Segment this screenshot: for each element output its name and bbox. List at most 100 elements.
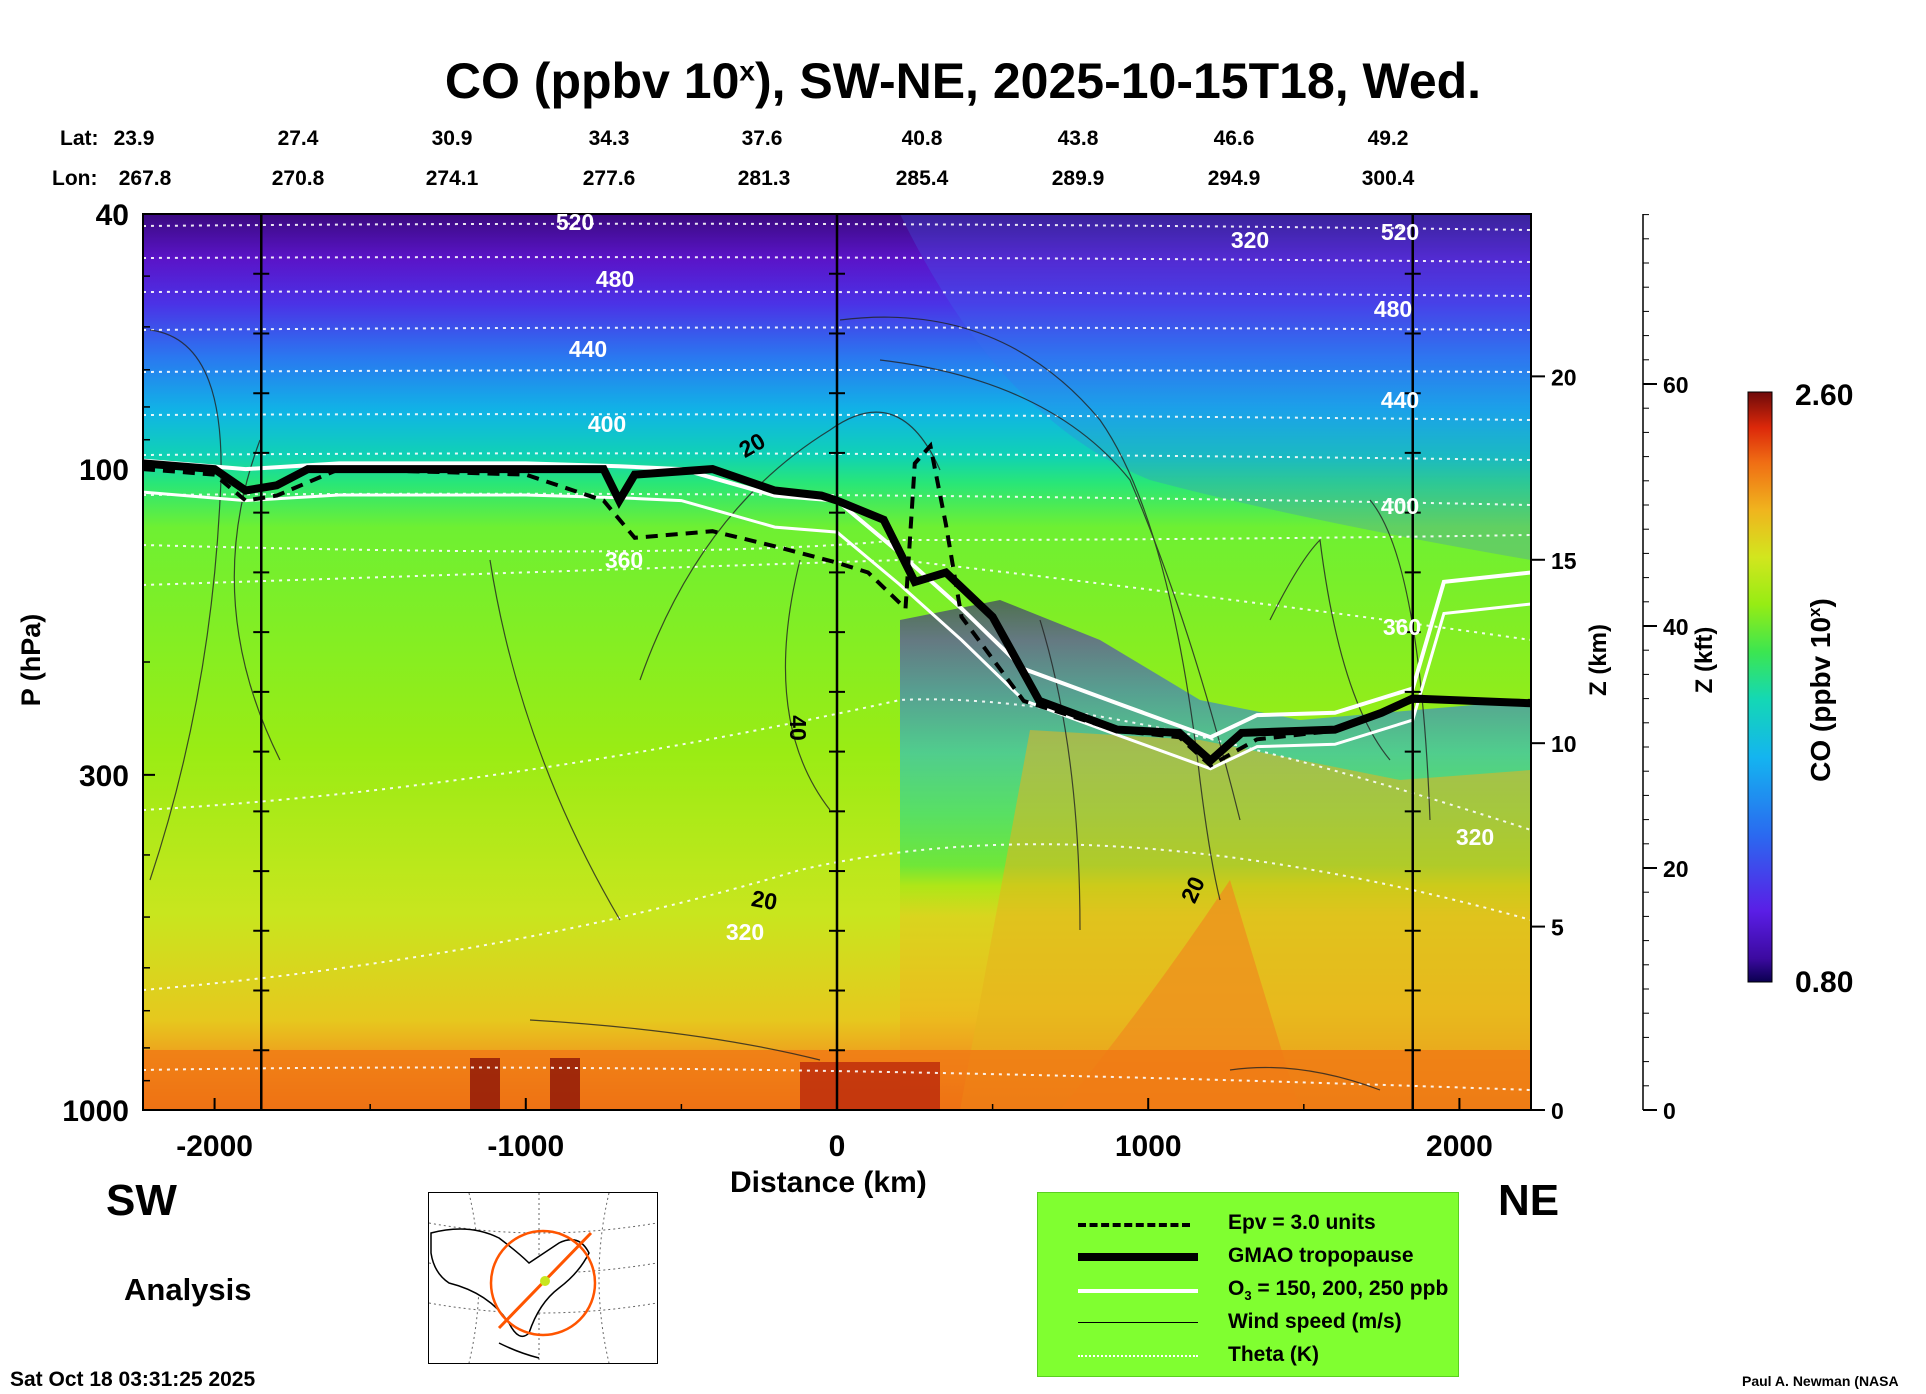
wind-label: 40 bbox=[785, 715, 811, 741]
lon-value: 267.8 bbox=[118, 167, 172, 190]
co-hotspot bbox=[550, 1058, 580, 1110]
z-kft-tick-label: 40 bbox=[1663, 614, 1689, 640]
colorbar-label: CO (ppbv 10x) bbox=[1805, 598, 1836, 782]
vertical-markers bbox=[253, 214, 1421, 1110]
lat-value: 34.3 bbox=[588, 127, 630, 150]
lat-value: 37.6 bbox=[741, 127, 783, 150]
legend-wind: Wind speed (m/s) bbox=[1038, 1306, 1458, 1339]
theta-label: 400 bbox=[1381, 493, 1419, 519]
lat-value: 46.6 bbox=[1213, 127, 1255, 150]
lat-value: 40.8 bbox=[901, 127, 943, 150]
lat-value: 27.4 bbox=[277, 127, 319, 150]
x-tick-label: 1000 bbox=[1115, 1130, 1182, 1163]
ne-end-label: NE bbox=[1498, 1176, 1560, 1225]
theta-label: 360 bbox=[1383, 614, 1421, 640]
theta-label: 360 bbox=[605, 547, 643, 573]
theta-label: 320 bbox=[726, 919, 764, 945]
minimap-range-circle bbox=[489, 1229, 597, 1337]
x-tick-label: 0 bbox=[829, 1130, 846, 1163]
z-kft-tick-label: 0 bbox=[1663, 1098, 1676, 1124]
legend-theta-text: Theta (K) bbox=[1228, 1343, 1319, 1366]
theta-label: 320 bbox=[1231, 227, 1269, 253]
lat-value: 23.9 bbox=[113, 127, 155, 150]
x-tick-label: -2000 bbox=[176, 1130, 253, 1163]
lon-label: Lon: bbox=[52, 167, 98, 190]
z-km-label: Z (km) bbox=[1585, 624, 1612, 696]
legend-epv: Epv = 3.0 units bbox=[1038, 1207, 1458, 1240]
lon-value: 294.9 bbox=[1207, 167, 1261, 190]
lat-label: Lat: bbox=[60, 127, 99, 150]
o3-contour bbox=[143, 490, 1531, 771]
location-minimap bbox=[428, 1192, 658, 1364]
y-tick-label: 40 bbox=[96, 199, 129, 232]
colorbar-max: 2.60 bbox=[1795, 379, 1853, 412]
legend-tropopause: GMAO tropopause bbox=[1038, 1240, 1458, 1273]
timestamp: Sat Oct 18 03:31:25 2025 bbox=[10, 1368, 256, 1391]
theta-label: 440 bbox=[569, 336, 607, 362]
lon-value: 289.9 bbox=[1051, 167, 1105, 190]
z-km-tick-label: 5 bbox=[1551, 915, 1564, 941]
co-high-plume bbox=[960, 730, 1531, 1110]
lon-value: 281.3 bbox=[737, 167, 791, 190]
legend: Epv = 3.0 units GMAO tropopause O3 = 150… bbox=[1037, 1192, 1459, 1377]
minimap-graphic bbox=[428, 1192, 658, 1364]
legend-o3-text: O3 = 150, 200, 250 ppb bbox=[1228, 1277, 1448, 1303]
z-km-tick-label: 0 bbox=[1551, 1098, 1564, 1124]
legend-tropopause-text: GMAO tropopause bbox=[1228, 1244, 1414, 1267]
legend-o3-sub: 3 bbox=[1244, 1288, 1252, 1304]
analysis-label: Analysis bbox=[124, 1272, 252, 1307]
lat-value: 43.8 bbox=[1057, 127, 1099, 150]
y-tick-label: 300 bbox=[79, 760, 129, 793]
theta-label: 400 bbox=[588, 411, 626, 437]
lon-value: 300.4 bbox=[1361, 167, 1415, 190]
lat-value: 49.2 bbox=[1367, 127, 1409, 150]
lon-value: 285.4 bbox=[895, 167, 949, 190]
legend-o3: O3 = 150, 200, 250 ppb bbox=[1038, 1273, 1458, 1306]
theta-label: 440 bbox=[1381, 387, 1419, 413]
y-tick-label: 100 bbox=[79, 454, 129, 487]
chart-title-prefix: CO (ppbv 10 bbox=[444, 53, 740, 109]
z-km-tick-label: 20 bbox=[1551, 364, 1577, 390]
lon-value: 274.1 bbox=[425, 167, 479, 190]
z-km-axis: 0 5 10 15 20 bbox=[1530, 214, 1577, 1124]
legend-epv-text: Epv = 3.0 units bbox=[1228, 1211, 1376, 1234]
co-hotspot bbox=[800, 1062, 940, 1110]
y-axis-label: P (hPa) bbox=[16, 614, 46, 707]
colorbar-label-sup: x bbox=[1805, 607, 1824, 617]
x-tick-label: 2000 bbox=[1426, 1130, 1493, 1163]
colorbar bbox=[1747, 391, 1773, 983]
chart-title-sup: x bbox=[739, 55, 755, 87]
theta-label: 520 bbox=[556, 209, 594, 235]
lon-value: 277.6 bbox=[582, 167, 636, 190]
z-kft-label: Z (kft) bbox=[1691, 627, 1718, 694]
legend-o3-prefix: O bbox=[1228, 1277, 1245, 1300]
theta-label: 480 bbox=[1374, 296, 1412, 322]
theta-labels: 520 480 440 400 360 320 320 520 480 440 400 360 320 bbox=[556, 209, 1494, 945]
y-tick-label: 1000 bbox=[62, 1095, 129, 1128]
chart-title-suffix: ), SW-NE, 2025-10-15T18, Wed. bbox=[754, 53, 1482, 109]
theta-label: 320 bbox=[1456, 824, 1494, 850]
x-axis: -2000 -1000 0 1000 2000 bbox=[176, 1098, 1493, 1163]
y-axis: 40 100 300 1000 bbox=[62, 199, 155, 1128]
legend-wind-text: Wind speed (m/s) bbox=[1228, 1310, 1402, 1333]
z-kft-axis: 0 20 40 60 bbox=[1642, 214, 1689, 1124]
co-low-north bbox=[900, 214, 1531, 560]
legend-o3-rest: = 150, 200, 250 ppb bbox=[1251, 1277, 1449, 1300]
z-kft-tick-label: 60 bbox=[1663, 372, 1689, 398]
lon-value: 270.8 bbox=[271, 167, 325, 190]
lat-value: 30.9 bbox=[431, 127, 473, 150]
sw-end-label: SW bbox=[106, 1176, 177, 1225]
theta-label: 520 bbox=[1381, 219, 1419, 245]
credit: Paul A. Newman (NASA bbox=[1742, 1373, 1899, 1389]
chart-title: CO (ppbv 10x), SW-NE, 2025-10-15T18, Wed… bbox=[0, 52, 1926, 110]
minimap-center bbox=[540, 1276, 550, 1286]
x-tick-label: -1000 bbox=[487, 1130, 564, 1163]
z-kft-tick-label: 20 bbox=[1663, 856, 1689, 882]
x-axis-label: Distance (km) bbox=[730, 1166, 927, 1199]
theta-label: 480 bbox=[596, 266, 634, 292]
colorbar-label-end: ) bbox=[1805, 598, 1836, 607]
z-km-tick-label: 10 bbox=[1551, 731, 1577, 757]
colorbar-min: 0.80 bbox=[1795, 966, 1853, 999]
legend-theta: Theta (K) bbox=[1038, 1339, 1458, 1372]
